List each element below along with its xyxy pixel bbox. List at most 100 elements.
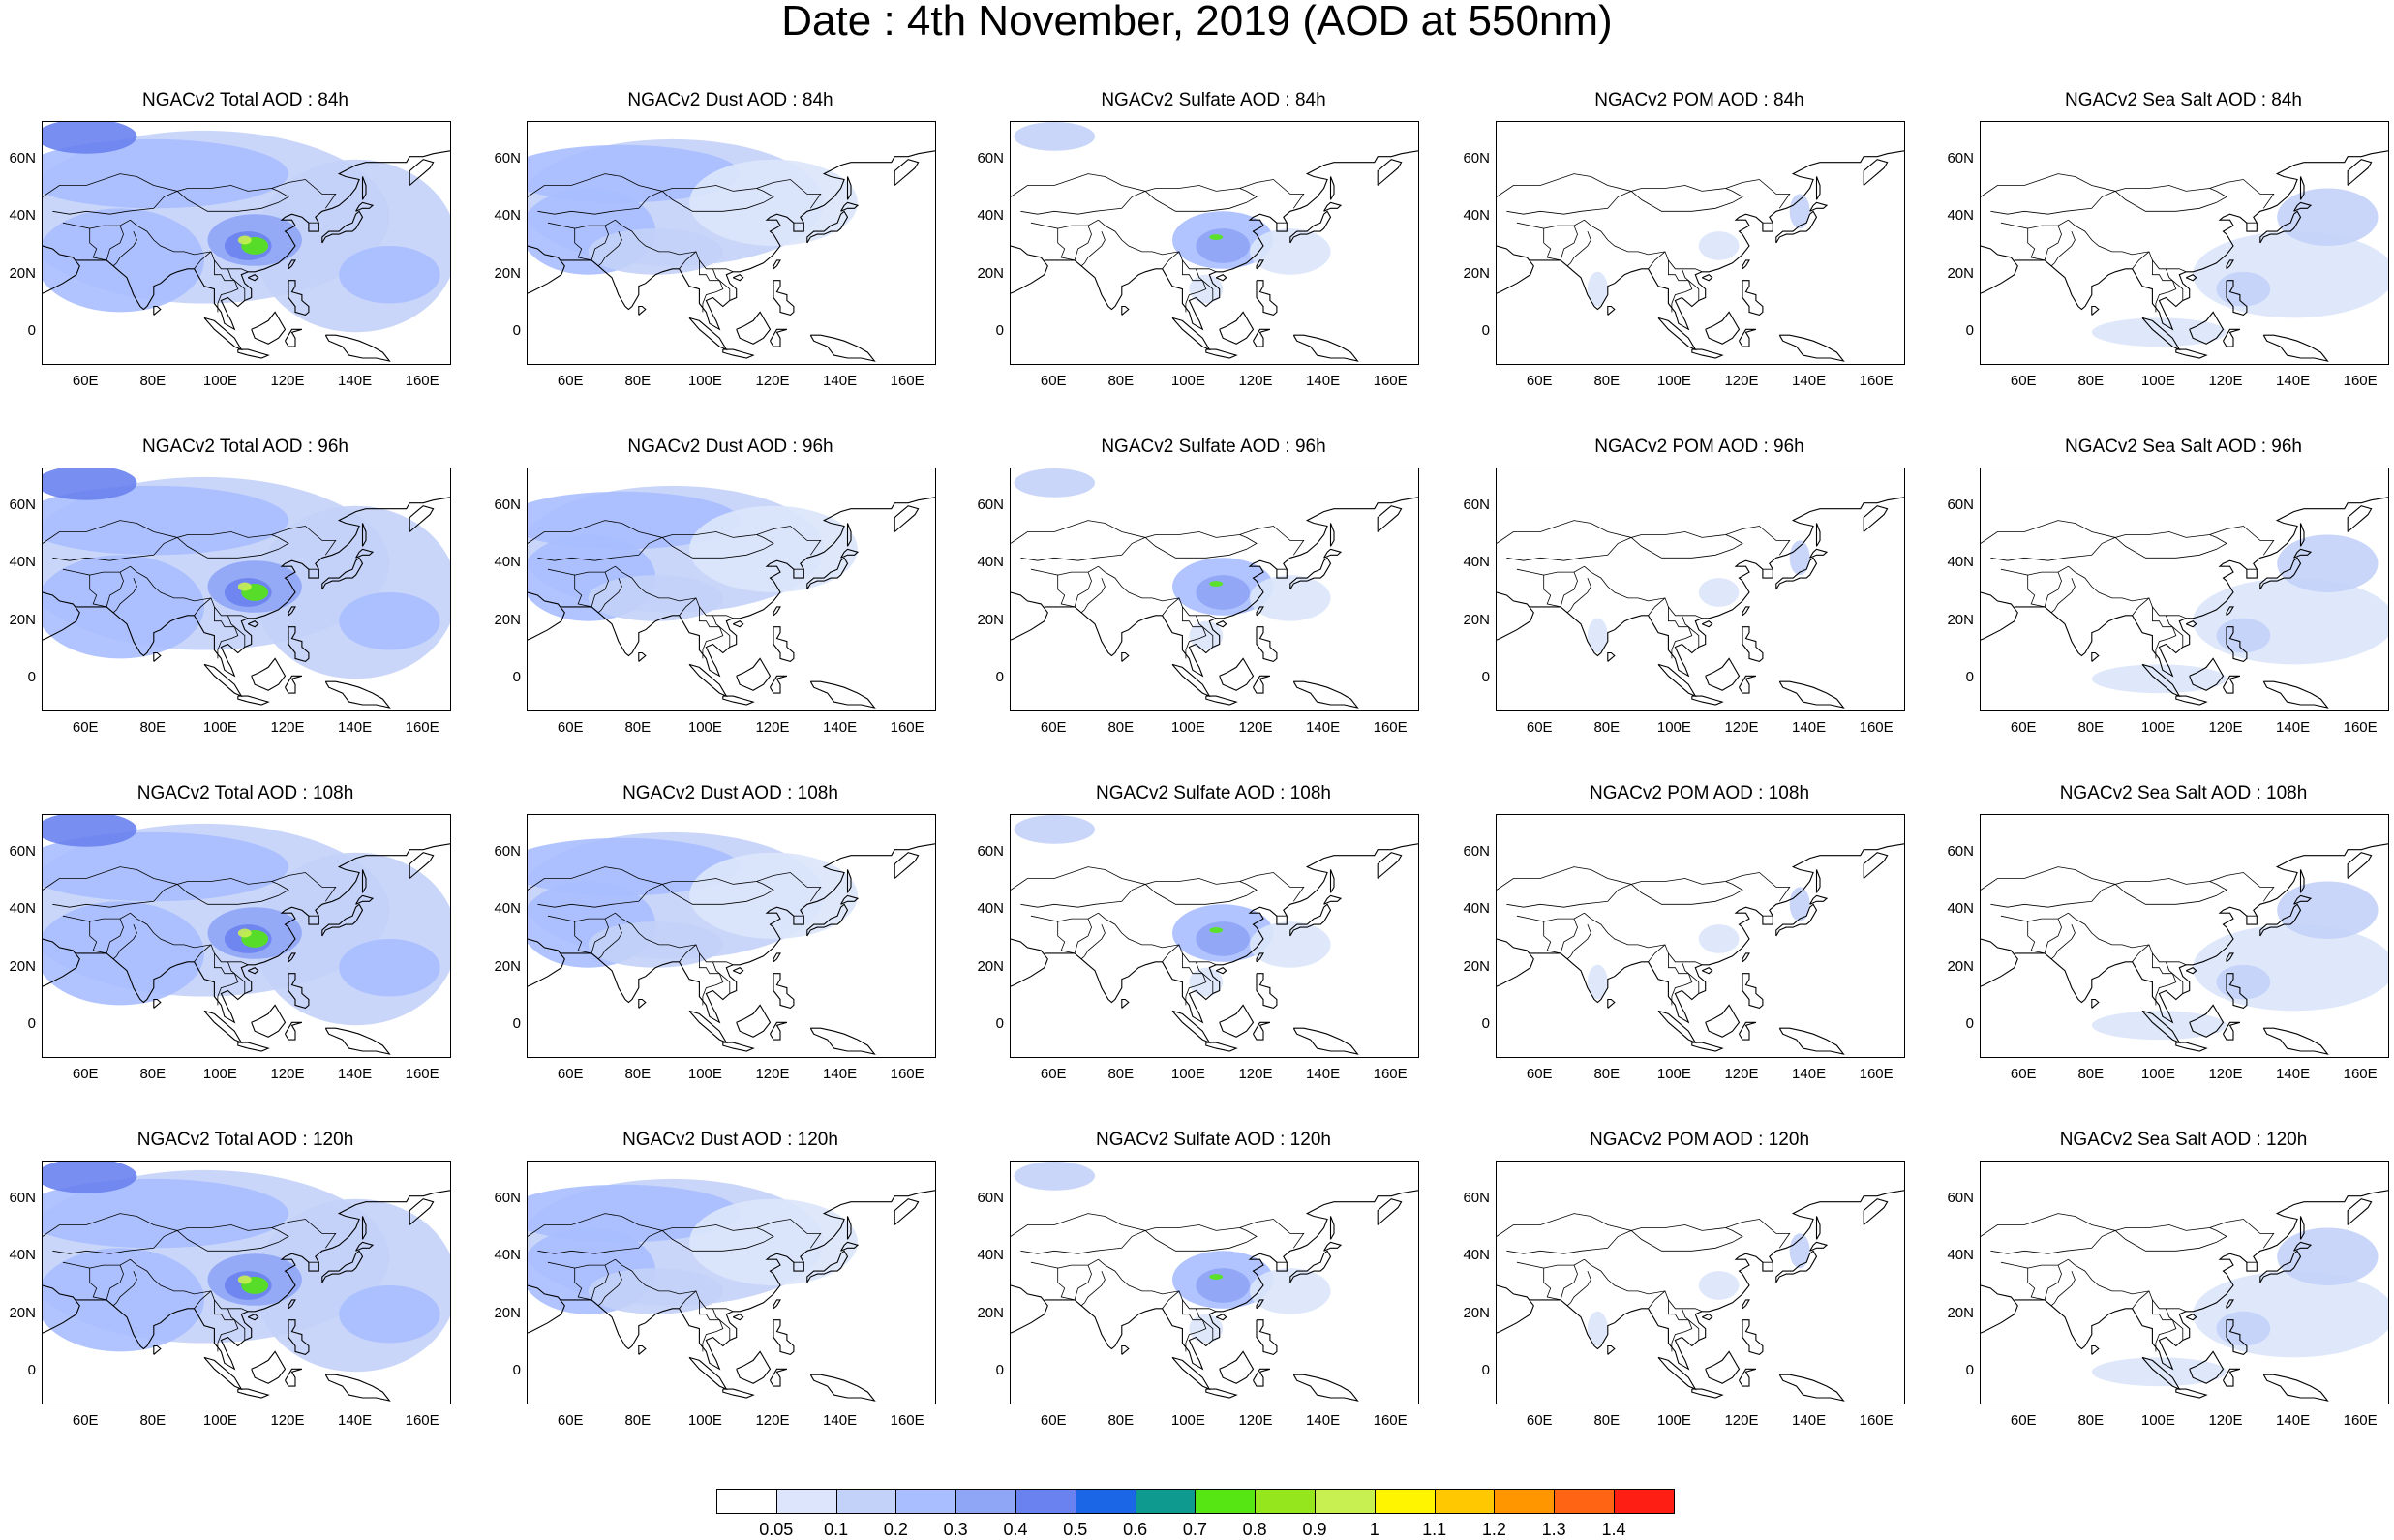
lon-tick-label: 120E <box>1238 719 1273 736</box>
coastline <box>1292 334 1359 362</box>
lon-tick-label: 140E <box>1792 373 1827 389</box>
coastline <box>528 938 565 987</box>
country-border <box>1516 1261 1561 1301</box>
lon-tick-label: 160E <box>890 1412 924 1429</box>
lon-tick-label: 100E <box>1656 1066 1691 1082</box>
coastline <box>203 663 243 698</box>
coastline <box>355 548 375 559</box>
coastline <box>773 973 795 1010</box>
country-border <box>528 1213 822 1249</box>
country-border <box>62 222 107 261</box>
country-border <box>1506 884 1632 908</box>
country-border <box>1584 912 1703 966</box>
coastline <box>1253 328 1271 347</box>
coastline <box>1809 1241 1829 1252</box>
aod-shading <box>588 921 723 968</box>
lon-tick-label: 160E <box>2343 1066 2378 1082</box>
colorbar-swatch <box>1315 1489 1376 1514</box>
coastline <box>894 505 920 532</box>
lat-tick-label: 60N <box>9 842 36 860</box>
lon-tick-label: 120E <box>1724 1412 1759 1429</box>
coastline <box>1742 973 1764 1010</box>
country-border <box>679 944 697 963</box>
country-border <box>712 268 731 301</box>
country-border <box>2068 565 2187 619</box>
lon-tick-label: 80E <box>2077 373 2105 389</box>
coastline <box>773 626 795 663</box>
coastline <box>2185 967 2197 975</box>
panel-title: NGACv2 Sulfate AOD : 120h <box>1096 1130 1331 1150</box>
coastline <box>251 657 287 691</box>
lat-tick-label: 20N <box>494 1304 521 1321</box>
lon-tick-label: 120E <box>270 1412 305 1429</box>
lon-tick-label: 80E <box>1593 719 1621 736</box>
aod-shading <box>2091 317 2227 347</box>
coastline <box>1377 1198 1403 1225</box>
lat-tick-label: 60N <box>1947 149 1974 166</box>
lon-tick-label: 140E <box>2276 373 2311 389</box>
country-border <box>679 1290 697 1310</box>
lon-tick-label: 160E <box>2343 719 2378 736</box>
country-border <box>1057 912 1099 922</box>
coastline <box>153 1344 162 1355</box>
coastline <box>361 1216 367 1240</box>
coastline <box>2091 1344 2100 1355</box>
coastline <box>1775 903 1818 937</box>
aod-shading <box>43 831 288 902</box>
country-border <box>2044 1264 2062 1301</box>
country-border <box>214 1299 239 1352</box>
country-border <box>597 230 622 267</box>
lat-tick-label: 60N <box>977 842 1004 860</box>
map-canvas <box>43 122 450 362</box>
coastline <box>1256 606 1264 617</box>
coastline <box>722 1388 755 1399</box>
country-border <box>2000 915 2046 954</box>
lon-tick-label: 60E <box>2010 719 2037 736</box>
aod-shading <box>339 245 440 304</box>
country-border <box>1074 571 1092 608</box>
lat-tick-label: 0 <box>1481 322 1490 340</box>
coastline <box>324 1374 391 1402</box>
lon-tick-label: 60E <box>1526 719 1553 736</box>
country-border <box>1020 884 1146 908</box>
country-border <box>1981 173 2275 209</box>
coastline <box>1705 657 1741 691</box>
coastline <box>561 150 935 331</box>
map-frame <box>42 1161 451 1404</box>
country-border <box>194 597 212 617</box>
aod-shading <box>1250 1268 1331 1314</box>
coastline <box>1215 1314 1227 1321</box>
country-border <box>1011 520 1305 556</box>
country-border <box>1080 923 1106 960</box>
country-border <box>1162 944 1180 963</box>
lon-tick-label: 140E <box>1306 1066 1341 1082</box>
country-border <box>2132 597 2150 617</box>
coastline <box>638 1344 647 1355</box>
coastline <box>770 328 788 347</box>
coastline <box>1171 317 1211 351</box>
colorbar-label: 0.4 <box>1003 1520 1028 1539</box>
coastline <box>2185 274 2197 282</box>
lat-tick-label: 20N <box>977 611 1004 628</box>
country-border <box>1648 597 1666 617</box>
coastline <box>1377 159 1403 186</box>
lon-tick-label: 120E <box>270 719 305 736</box>
coastline <box>1863 1198 1889 1225</box>
lat-tick-label: 20N <box>1463 264 1490 282</box>
coastline <box>2226 952 2234 963</box>
country-border <box>52 537 178 561</box>
country-border <box>786 216 804 224</box>
coastline <box>1292 1027 1359 1055</box>
country-border <box>1566 923 1591 960</box>
aod-shading <box>43 468 137 500</box>
coastline <box>561 1190 935 1371</box>
coastline <box>1171 1010 1211 1044</box>
colorbar-swatch <box>835 1489 897 1514</box>
lon-tick-label: 60E <box>1526 1412 1553 1429</box>
colorbar-swatch <box>1494 1489 1556 1514</box>
coastline <box>2259 903 2302 937</box>
coastline <box>2299 1216 2305 1240</box>
country-border <box>1074 918 1092 954</box>
country-border <box>214 606 239 659</box>
coastline <box>2175 695 2208 706</box>
